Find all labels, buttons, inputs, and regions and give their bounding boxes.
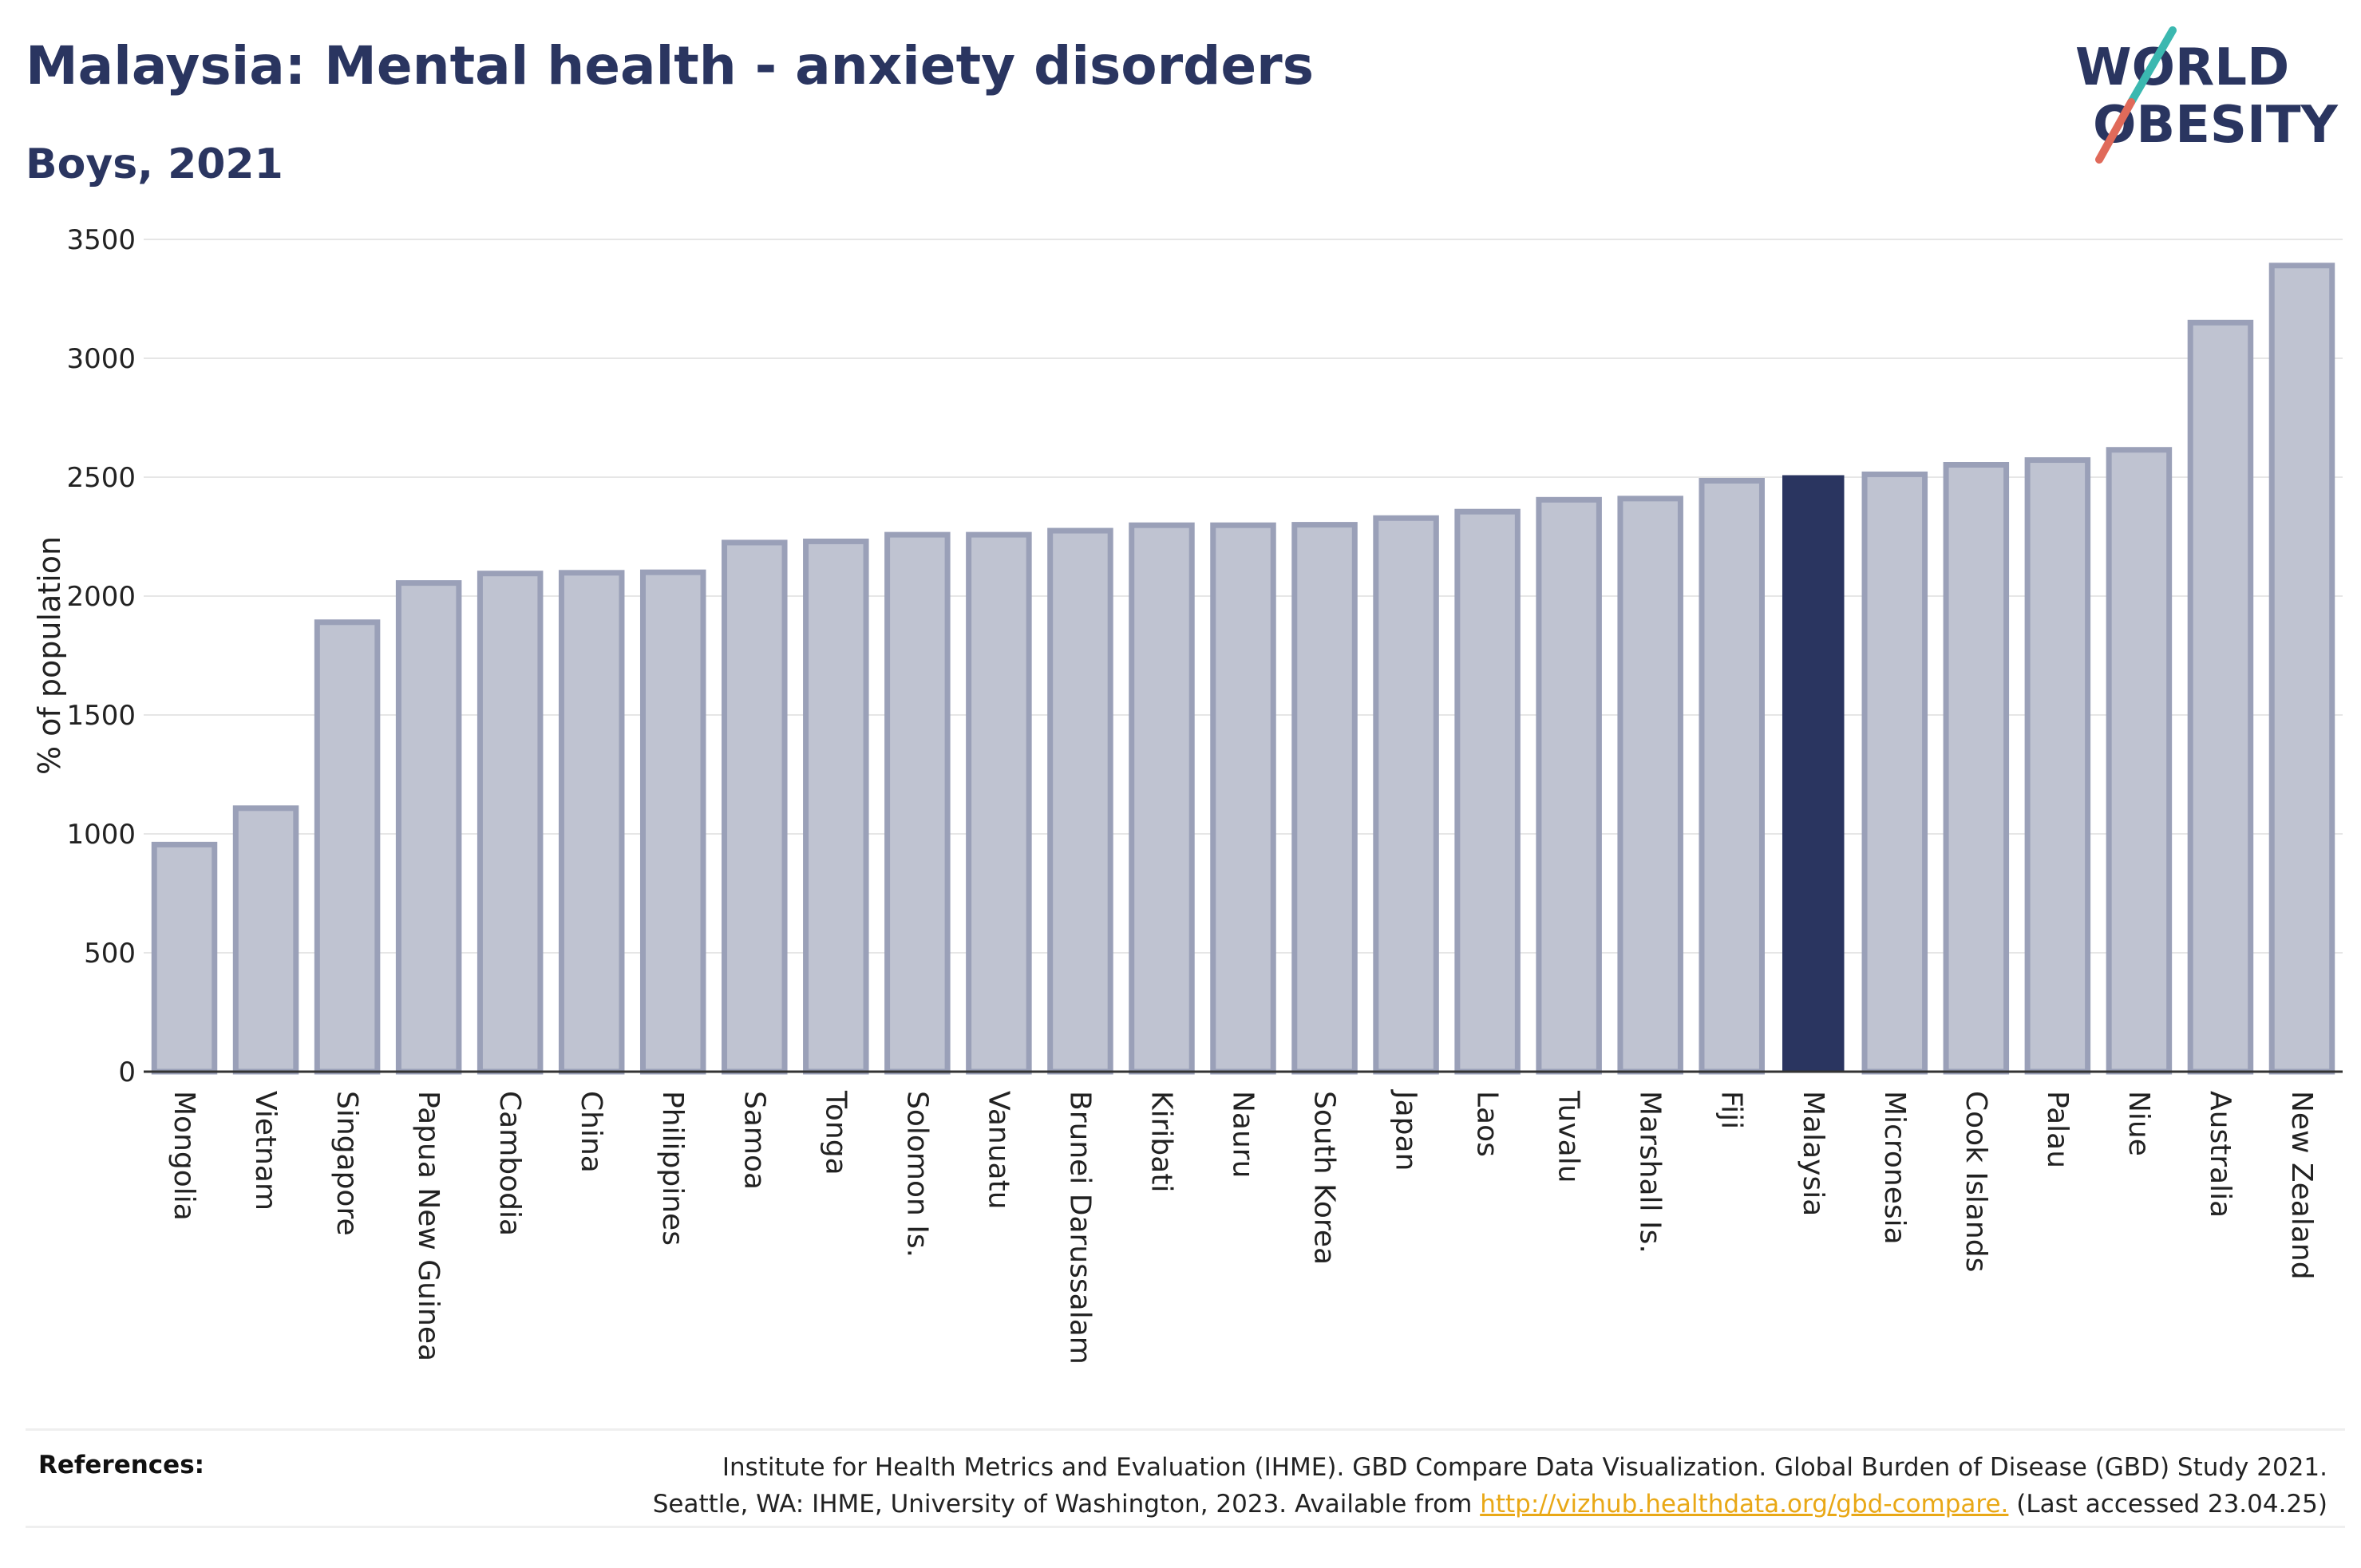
x-tick-label: Mongolia [168, 1091, 200, 1221]
bar-vanuatu [966, 531, 1032, 1075]
x-tick-label: Cambodia [493, 1091, 526, 1236]
x-tick-label: Nauru [1227, 1091, 1260, 1178]
x-tick-label: Micronesia [1878, 1091, 1911, 1245]
bar-philippines [639, 569, 706, 1075]
x-tick-label: Cook Islands [1960, 1091, 1992, 1272]
y-tick-label: 1000 [66, 819, 136, 851]
bar-samoa [722, 539, 788, 1075]
x-tick-label: Marshall Is. [1634, 1091, 1667, 1254]
x-tick-label: New Zealand [2285, 1091, 2318, 1280]
bar-papua-new-guinea [395, 580, 462, 1075]
bar-niue [2106, 447, 2173, 1075]
bar-cambodia [477, 571, 544, 1075]
x-tick-label: Samoa [738, 1091, 770, 1190]
y-tick-label: 2500 [66, 462, 136, 494]
bar-mongolia [151, 841, 218, 1075]
references-text: Institute for Health Metrics and Evaluat… [653, 1449, 2327, 1523]
bar-australia [2187, 319, 2254, 1075]
logo-line-1: WORLD [2075, 38, 2289, 97]
bar-japan [1373, 515, 1439, 1075]
x-tick-label: Singapore [330, 1091, 363, 1236]
bar-chart: 0 500 1000 1500 2000 2500 3000 3500 % of populat… [32, 224, 2343, 1365]
footer-divider-bottom [26, 1526, 2345, 1528]
bar-kiribati [1129, 522, 1195, 1075]
reference-line-2-prefix: Seattle, WA: IHME, University of Washing… [652, 1490, 1481, 1519]
references-label: References: [38, 1451, 205, 1479]
bar-brunei-darussalam [1047, 527, 1113, 1075]
reference-line-1: Institute for Health Metrics and Evaluat… [722, 1453, 2327, 1482]
page-title: Malaysia: Mental health - anxiety disord… [26, 35, 1315, 97]
y-axis-label: % of population [32, 536, 67, 775]
bar-cook-islands [1943, 462, 2010, 1075]
bar-vietnam [232, 805, 299, 1075]
x-tick-label: Papua New Guinea [412, 1091, 445, 1361]
bar-laos [1454, 508, 1521, 1075]
x-tick-label: Japan [1390, 1089, 1422, 1171]
bar-marshall-is- [1617, 496, 1683, 1075]
y-tick-label: 0 [118, 1057, 136, 1088]
bar-tuvalu [1536, 496, 1602, 1075]
x-tick-label: Kiribati [1145, 1091, 1177, 1192]
x-tick-label: China [575, 1091, 607, 1173]
bar-tonga [803, 538, 869, 1075]
x-tick-label: Solomon Is. [900, 1091, 933, 1258]
reference-line-2: Seattle, WA: IHME, University of Washing… [653, 1486, 2327, 1523]
x-tick-label: Palau [2041, 1091, 2074, 1168]
bar-china [558, 570, 625, 1075]
x-tick-label: Vanuatu [982, 1091, 1014, 1210]
x-tick-label: Tonga [819, 1090, 852, 1175]
bar-micronesia [1861, 471, 1928, 1075]
reference-line-2-suffix: (Last accessed 23.04.25) [2008, 1490, 2327, 1519]
world-obesity-logo: WORLD OBESITY [2075, 26, 2338, 164]
y-tick-label: 3000 [66, 343, 136, 375]
y-tick-label: 2000 [66, 581, 136, 613]
bar-singapore [314, 619, 381, 1075]
logo-slash-coral [2095, 98, 2135, 164]
footer-divider-top [26, 1428, 2345, 1431]
bar-south-korea [1291, 522, 1358, 1075]
y-tick-label: 3500 [66, 224, 136, 256]
bar-new-zealand [2268, 263, 2335, 1075]
page-subtitle: Boys, 2021 [26, 140, 283, 188]
x-tick-label: Brunei Darussalam [1063, 1091, 1096, 1365]
x-tick-label: Australia [2204, 1091, 2236, 1218]
y-tick-label: 1500 [66, 700, 136, 732]
logo-slash-teal [2127, 26, 2177, 106]
bar-solomon-is- [884, 531, 951, 1075]
y-tick-label: 500 [84, 938, 136, 970]
x-tick-label: Tuvalu [1552, 1090, 1585, 1183]
bar-fiji [1699, 477, 1765, 1075]
x-tick-label: Fiji [1715, 1091, 1748, 1129]
x-tick-label: Vietnam [249, 1091, 282, 1211]
bar-nauru [1210, 522, 1276, 1075]
x-tick-label: Niue [2122, 1091, 2155, 1156]
x-tick-label: Philippines [656, 1091, 689, 1246]
bar-palau [2024, 457, 2091, 1075]
bar-malaysia [1782, 475, 1845, 1072]
x-tick-label: South Korea [1308, 1091, 1341, 1265]
reference-link[interactable]: http://vizhub.healthdata.org/gbd-compare… [1480, 1490, 2009, 1519]
x-tick-label: Malaysia [1797, 1091, 1829, 1216]
x-tick-label: Laos [1471, 1091, 1504, 1157]
